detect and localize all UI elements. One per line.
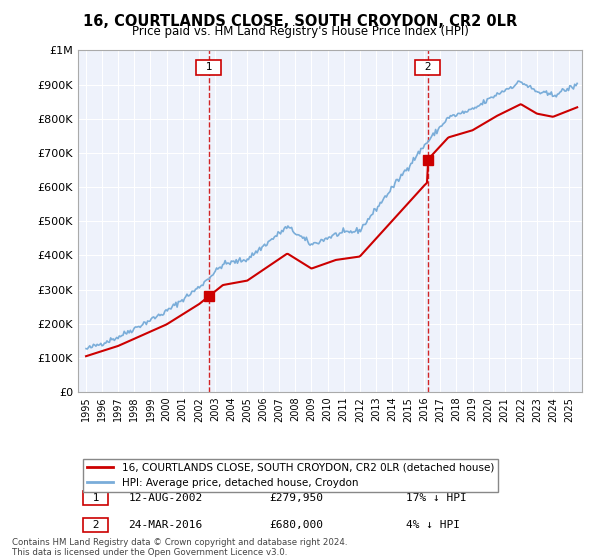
Text: 2: 2 (418, 62, 438, 72)
Text: 4% ↓ HPI: 4% ↓ HPI (406, 520, 460, 530)
Text: 16, COURTLANDS CLOSE, SOUTH CROYDON, CR2 0LR: 16, COURTLANDS CLOSE, SOUTH CROYDON, CR2… (83, 14, 517, 29)
Text: £680,000: £680,000 (269, 520, 323, 530)
Text: 1: 1 (199, 62, 219, 72)
Text: 1: 1 (86, 493, 106, 503)
Text: 24-MAR-2016: 24-MAR-2016 (128, 520, 203, 530)
Text: 17% ↓ HPI: 17% ↓ HPI (406, 493, 466, 503)
Text: £279,950: £279,950 (269, 493, 323, 503)
Text: 12-AUG-2002: 12-AUG-2002 (128, 493, 203, 503)
Text: Price paid vs. HM Land Registry's House Price Index (HPI): Price paid vs. HM Land Registry's House … (131, 25, 469, 38)
Legend: 16, COURTLANDS CLOSE, SOUTH CROYDON, CR2 0LR (detached house), HPI: Average pric: 16, COURTLANDS CLOSE, SOUTH CROYDON, CR2… (83, 459, 498, 492)
Text: Contains HM Land Registry data © Crown copyright and database right 2024.
This d: Contains HM Land Registry data © Crown c… (12, 538, 347, 557)
Text: 2: 2 (86, 520, 106, 530)
